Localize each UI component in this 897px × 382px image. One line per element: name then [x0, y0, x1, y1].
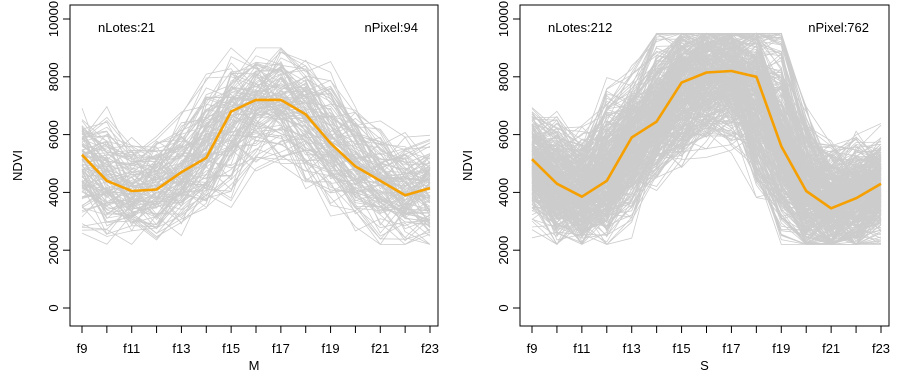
x-tick-label: f13	[172, 341, 190, 356]
pixel-profile-line	[81, 98, 431, 191]
x-tick-label: f11	[123, 341, 140, 356]
pixel-profile-line	[531, 33, 882, 181]
x-tick-label: f15	[673, 341, 691, 356]
y-tick-label: 10000	[496, 1, 511, 37]
plot-frame-m	[69, 4, 439, 327]
plot-frame-s	[519, 4, 890, 327]
pixel-profile-line	[531, 32, 882, 210]
pixel-profiles-m	[81, 47, 431, 245]
pixel-profile-line	[531, 56, 882, 245]
mean-series-line-s	[531, 69, 882, 210]
pixel-profile-line	[531, 39, 882, 207]
y-tick-label: 8000	[46, 62, 61, 91]
pixel-profiles-s	[531, 32, 882, 246]
pixel-profile-line	[531, 52, 882, 185]
x-tick-label: f17	[272, 341, 290, 356]
pixel-profile-line	[81, 113, 431, 245]
pixel-profile-line	[531, 67, 882, 237]
y-tick-label: 10000	[46, 1, 61, 37]
y-tick-label: 4000	[46, 178, 61, 207]
x-tick-label: f23	[421, 341, 439, 356]
pixel-profile-line	[531, 105, 882, 223]
y-tick-label: 6000	[496, 120, 511, 149]
x-tick-label: f21	[371, 341, 389, 356]
y-tick-label: 0	[46, 304, 61, 311]
y-tick-label: 8000	[496, 62, 511, 91]
pixel-profile-line	[81, 126, 431, 225]
pixel-profile-line	[81, 61, 431, 213]
chart-panel-s: 0 2000 4000 6000 8000 10000 f9 f11 f13 f15 f17 f19 f…	[460, 1, 890, 373]
pixel-profile-line	[81, 117, 431, 206]
pixel-profile-line	[531, 88, 882, 216]
pixel-profile-line	[531, 41, 882, 228]
mean-series-line-m	[81, 98, 431, 197]
x-axis-title-s: S	[700, 358, 709, 373]
x-tick-label: f15	[222, 341, 240, 356]
y-tick-label: 6000	[46, 120, 61, 149]
x-axis-title-m: M	[249, 358, 260, 373]
pixel-profile-line	[81, 90, 431, 237]
pixel-profile-line	[81, 134, 431, 219]
pixel-profile-line	[81, 110, 431, 226]
y-axis-title-s: NDVI	[460, 150, 475, 181]
x-tick-label: f9	[527, 341, 538, 356]
pixel-profile-line	[81, 156, 431, 226]
pixel-profile-line	[81, 98, 431, 187]
pixel-profile-line	[531, 68, 882, 201]
x-tick-label: f19	[322, 341, 340, 356]
npixel-annotation-m: nPixel:94	[365, 20, 418, 35]
nlotes-annotation-m: nLotes:21	[98, 20, 155, 35]
y-tick-label: 4000	[496, 178, 511, 207]
chart-panel-m: 0 2000 4000 6000 8000 10000 f9 f11 f13 f15 f17 f19 f…	[10, 1, 439, 373]
x-tick-label: f11	[573, 341, 590, 356]
y-tick-label: 2000	[496, 236, 511, 265]
y-tick-label: 0	[496, 304, 511, 311]
pixel-profile-line	[81, 74, 431, 221]
pixel-profile-line	[531, 98, 882, 231]
pixel-profile-line	[81, 76, 431, 177]
x-tick-label: f23	[872, 341, 890, 356]
npixel-annotation-s: nPixel:762	[808, 20, 869, 35]
pixel-profile-line	[81, 131, 431, 227]
pixel-profile-line	[81, 72, 431, 245]
pixel-profile-line	[81, 105, 431, 234]
x-tick-label: f19	[772, 341, 790, 356]
pixel-profile-line	[81, 63, 431, 215]
pixel-profile-line	[531, 32, 882, 198]
pixel-profile-line	[81, 55, 431, 191]
pixel-profile-line	[81, 64, 431, 185]
pixel-profile-line	[531, 35, 882, 182]
nlotes-annotation-s: nLotes:212	[548, 20, 612, 35]
pixel-profile-line	[81, 133, 431, 238]
pixel-profile-line	[81, 86, 431, 160]
x-tick-label: f13	[623, 341, 641, 356]
pixel-profile-line	[531, 40, 882, 198]
y-axis-title-m: NDVI	[10, 150, 25, 181]
pixel-profile-line	[81, 56, 431, 187]
pixel-profile-line	[81, 110, 431, 237]
pixel-profile-line	[531, 81, 882, 238]
pixel-profile-line	[531, 66, 882, 245]
pixel-profile-line	[81, 143, 431, 230]
pixel-profile-line	[81, 83, 431, 182]
axes-m: 0 2000 4000 6000 8000 10000 f9 f11 f13 f15 f17 f19 f…	[46, 1, 439, 356]
y-tick-label: 2000	[46, 236, 61, 265]
x-tick-label: f17	[722, 341, 740, 356]
pixel-profile-line	[81, 75, 431, 171]
x-tick-label: f9	[77, 341, 88, 356]
pixel-profile-line	[531, 82, 882, 245]
pixel-profile-line	[531, 33, 882, 181]
pixel-profile-line	[81, 90, 431, 230]
x-tick-label: f21	[822, 341, 840, 356]
pixel-profile-line	[81, 85, 431, 161]
pixel-profile-line	[531, 36, 882, 229]
pixel-profile-line	[81, 75, 431, 185]
pixel-profile-line	[81, 96, 431, 207]
axes-s: 0 2000 4000 6000 8000 10000 f9 f11 f13 f15 f17 f19 f…	[496, 1, 890, 356]
